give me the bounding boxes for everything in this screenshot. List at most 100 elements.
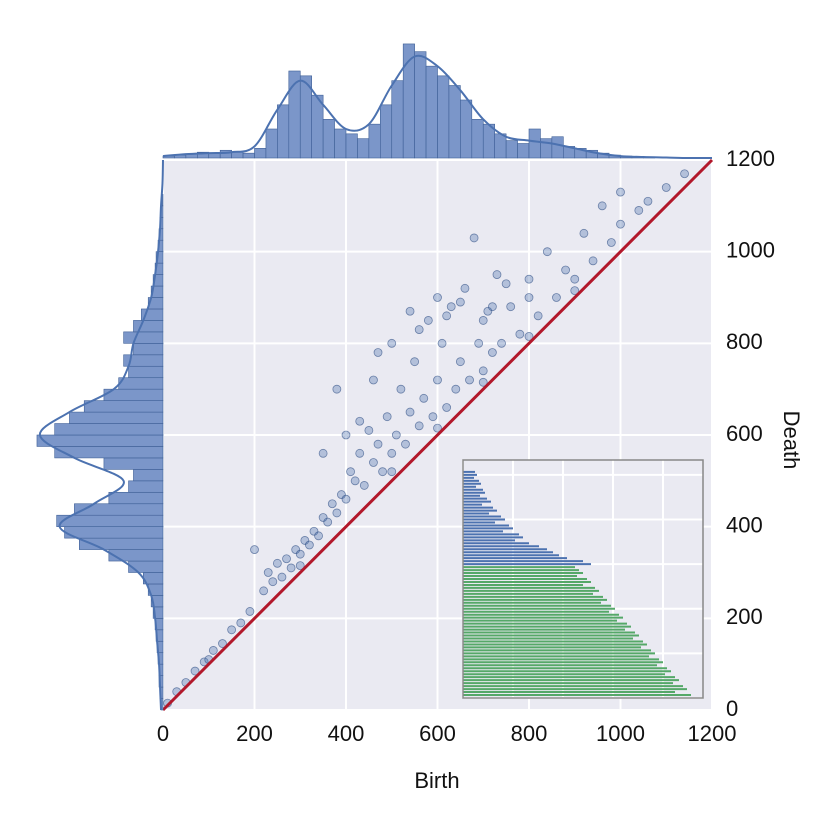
histogram-bar [311, 94, 324, 159]
point [588, 256, 598, 266]
histogram-bar [345, 133, 358, 159]
histogram-bar [133, 469, 164, 482]
histogram-bar [133, 343, 164, 356]
y-tick-label: 1200 [726, 146, 775, 171]
point [455, 357, 465, 367]
point [304, 540, 314, 550]
histogram-bar [128, 365, 164, 379]
point [291, 545, 301, 554]
histogram-bar [128, 480, 164, 493]
histogram-bar [517, 143, 530, 159]
histogram-bar [460, 99, 473, 159]
point [570, 274, 580, 284]
histogram-bar [242, 152, 255, 159]
point [318, 448, 328, 458]
point [533, 311, 543, 321]
histogram-bar [103, 457, 164, 470]
point [263, 568, 273, 577]
point [346, 467, 355, 477]
x-tick-label: 400 [328, 721, 365, 746]
point [337, 490, 346, 499]
point [208, 646, 218, 655]
point [355, 416, 365, 426]
point [282, 554, 291, 564]
histogram-bar [505, 140, 518, 159]
point [359, 481, 369, 490]
point [428, 412, 438, 422]
point [506, 302, 516, 312]
point [295, 561, 305, 571]
point [410, 357, 420, 367]
histogram-bar [265, 128, 278, 159]
point [487, 348, 497, 357]
point [643, 196, 653, 206]
point [524, 274, 534, 284]
point [437, 338, 447, 348]
histogram-bar [74, 503, 164, 516]
point [497, 338, 506, 348]
histogram-bar [322, 119, 335, 159]
point [469, 233, 479, 243]
point [433, 293, 442, 302]
kde-line [38, 159, 164, 711]
point [478, 316, 488, 325]
point [277, 572, 287, 582]
point [579, 228, 589, 238]
point [446, 302, 456, 312]
point [369, 375, 378, 385]
point [373, 439, 383, 449]
histogram-bar [108, 491, 164, 505]
histogram-bar [368, 123, 381, 159]
histogram-bar [54, 423, 164, 436]
histogram-bar [380, 104, 393, 159]
point [355, 448, 365, 458]
histogram-bar [69, 411, 164, 424]
point [272, 558, 282, 568]
x-axis-label: Birth [414, 768, 459, 793]
histogram-bar [83, 400, 164, 413]
point [350, 476, 360, 486]
point [433, 423, 442, 433]
histogram-bar [334, 128, 347, 159]
point [478, 377, 488, 387]
point [492, 270, 502, 279]
point [405, 407, 415, 417]
point [268, 577, 278, 587]
point [451, 384, 461, 394]
y-tick-label: 400 [726, 512, 763, 537]
histogram-bar [494, 133, 507, 159]
point [478, 366, 488, 376]
point [442, 311, 452, 321]
point [218, 639, 227, 648]
x-tick-label: 0 [157, 721, 169, 746]
point [483, 306, 493, 316]
point [332, 384, 342, 394]
y-tick-label: 0 [726, 696, 738, 721]
point [474, 338, 484, 348]
point [552, 293, 561, 302]
point [387, 467, 397, 477]
point [227, 625, 237, 635]
point [634, 206, 644, 215]
point [487, 302, 497, 312]
point [332, 508, 342, 518]
point [323, 517, 333, 527]
point [455, 297, 465, 307]
point [373, 348, 383, 357]
histogram-bar [133, 320, 164, 333]
point [387, 338, 397, 348]
histogram-bar [36, 434, 164, 447]
histogram-bar [414, 51, 427, 159]
point [405, 306, 415, 316]
point [460, 283, 470, 293]
histogram-bar [448, 85, 461, 159]
point [300, 536, 310, 545]
point [661, 183, 671, 192]
histogram-bar [528, 128, 541, 159]
point [433, 375, 442, 385]
y-axis-label: Death [779, 411, 804, 470]
histogram-bar [471, 119, 484, 159]
point [318, 513, 328, 522]
point [616, 219, 625, 229]
